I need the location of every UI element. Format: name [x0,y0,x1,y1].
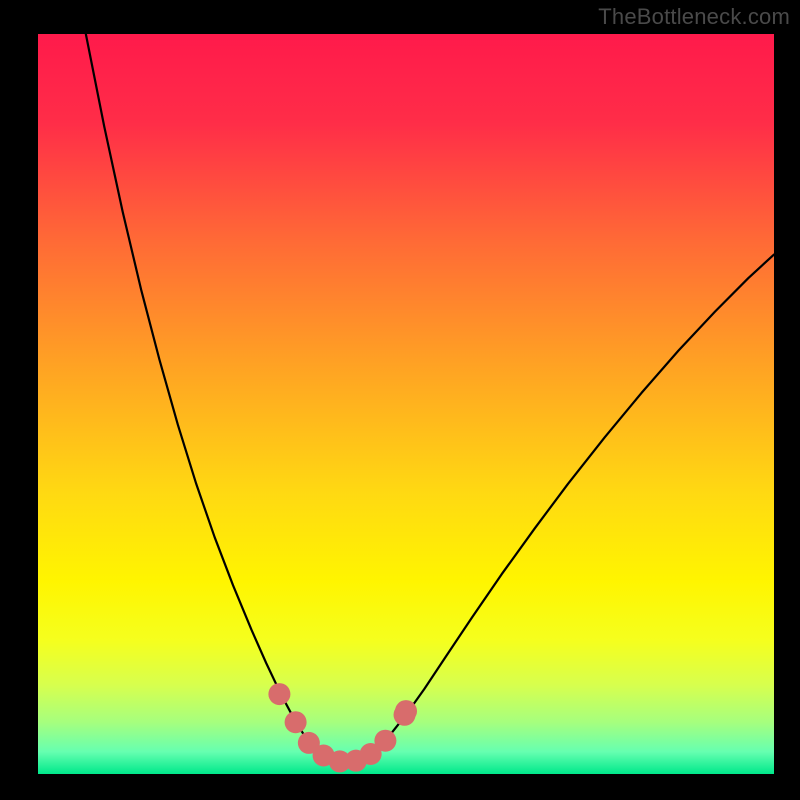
marker-dot [395,700,417,722]
marker-dot [285,711,307,733]
marker-dot [268,683,290,705]
chart-container: TheBottleneck.com [0,0,800,800]
marker-dot [374,730,396,752]
bottleneck-chart [0,0,800,800]
watermark-text: TheBottleneck.com [598,4,790,30]
plot-background [38,34,774,774]
